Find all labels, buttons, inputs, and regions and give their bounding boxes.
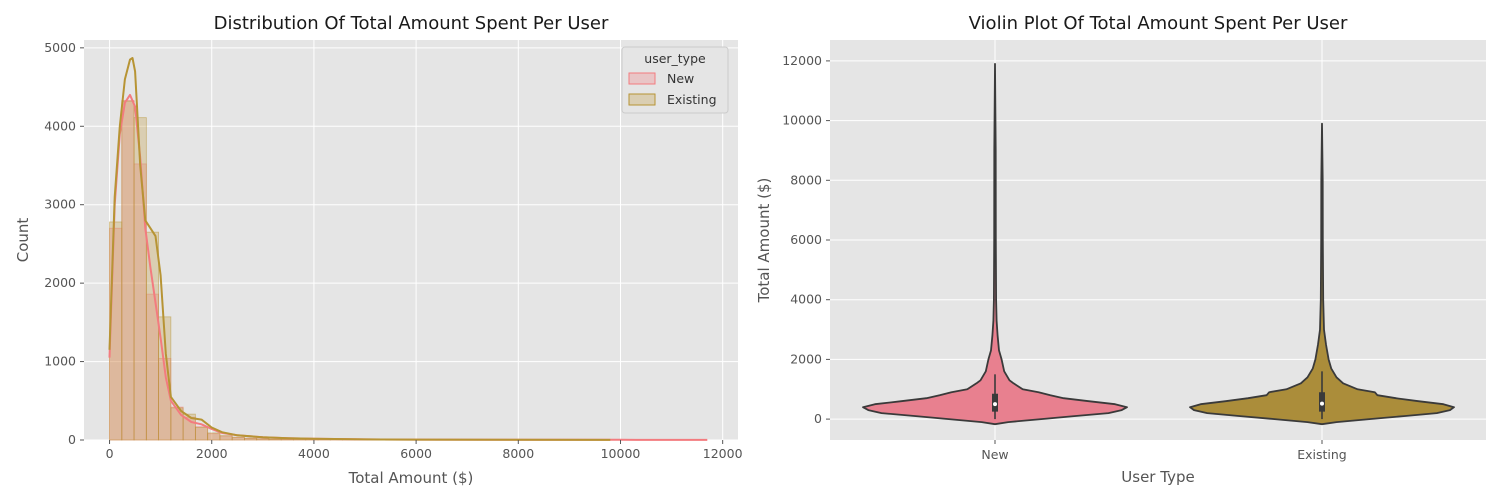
legend-swatch-existing xyxy=(628,93,656,106)
violin-y-tick-label: 4000 xyxy=(790,292,822,307)
hist-bar-existing xyxy=(231,436,245,441)
hist-y-tick-label: 0 xyxy=(68,432,76,447)
violin-y-tick-label: 0 xyxy=(814,411,822,426)
violin-y-tick-label: 6000 xyxy=(790,232,822,247)
hist-bar-existing xyxy=(244,437,258,441)
hist-y-tick-label: 1000 xyxy=(44,354,76,369)
hist-x-tick-label: 6000 xyxy=(400,446,432,461)
violin-chart: New Existing 020004000600080001000012000 … xyxy=(755,13,1486,486)
histogram-kde-lines xyxy=(108,57,708,441)
histogram-title: Distribution Of Total Amount Spent Per U… xyxy=(214,13,609,34)
hist-x-tick-label: 0 xyxy=(106,446,114,461)
violin-y-tick-label: 12000 xyxy=(782,53,822,68)
violin-title: Violin Plot Of Total Amount Spent Per Us… xyxy=(969,13,1348,34)
violin-shapes xyxy=(862,63,1455,426)
hist-y-tick-label: 5000 xyxy=(44,40,76,55)
legend-label-new: New xyxy=(667,71,694,86)
legend-entries: New Existing xyxy=(628,71,717,107)
hist-x-tick-label: 8000 xyxy=(502,446,534,461)
violin-median-new xyxy=(993,402,997,407)
hist-bar-existing xyxy=(121,100,135,441)
hist-bar-existing xyxy=(145,231,159,441)
histogram-y-ticks: 0 1000 2000 3000 4000 5000 xyxy=(44,40,84,447)
kde-line-existing xyxy=(108,57,611,441)
histogram-legend: user_type New Existing xyxy=(621,46,729,114)
legend-title: user_type xyxy=(644,51,706,66)
hist-y-tick-label: 3000 xyxy=(44,197,76,212)
histogram-x-axis-label: Total Amount ($) xyxy=(348,469,474,487)
violin-x-tick-label-existing: Existing xyxy=(1297,447,1347,462)
legend-swatch-new xyxy=(628,72,656,85)
violin-y-tick-label: 2000 xyxy=(790,351,822,366)
hist-x-tick-label: 2000 xyxy=(196,446,228,461)
violin-y-axis-label: Total Amount ($) xyxy=(755,178,773,304)
hist-bar-existing xyxy=(170,407,184,441)
histogram-y-axis-label: Count xyxy=(14,218,32,263)
hist-bar-existing xyxy=(194,427,209,441)
violin-x-tick-label-new: New xyxy=(981,447,1008,462)
violin-body-existing xyxy=(1189,122,1455,426)
hist-y-tick-label: 2000 xyxy=(44,275,76,290)
histogram-chart: 0 2000 4000 6000 8000 10000 12000 0 1000 2000 300… xyxy=(14,13,743,487)
hist-bar-existing xyxy=(207,432,221,441)
histogram-x-ticks: 0 2000 4000 6000 8000 10000 12000 xyxy=(106,440,743,461)
violin-y-ticks: 0 2000 4000 6000 8000 10000 12000 xyxy=(782,53,830,426)
hist-bar-existing xyxy=(219,435,233,441)
hist-x-tick-label: 4000 xyxy=(298,446,330,461)
violin-median-existing xyxy=(1320,401,1324,406)
legend-label-existing: Existing xyxy=(667,92,717,107)
legend-frame xyxy=(621,46,729,114)
hist-x-tick-label: 12000 xyxy=(703,446,743,461)
violin-x-ticks: New Existing xyxy=(981,440,1347,462)
hist-bar-existing xyxy=(268,438,282,441)
violin-y-tick-label: 10000 xyxy=(782,113,822,128)
violin-x-axis-label: User Type xyxy=(1121,468,1194,486)
hist-x-tick-label: 10000 xyxy=(601,446,641,461)
hist-bar-existing xyxy=(280,438,294,441)
violin-y-tick-label: 8000 xyxy=(790,172,822,187)
hist-y-tick-label: 4000 xyxy=(44,118,76,133)
violin-body-new xyxy=(862,63,1128,426)
hist-bar-existing xyxy=(256,438,270,441)
